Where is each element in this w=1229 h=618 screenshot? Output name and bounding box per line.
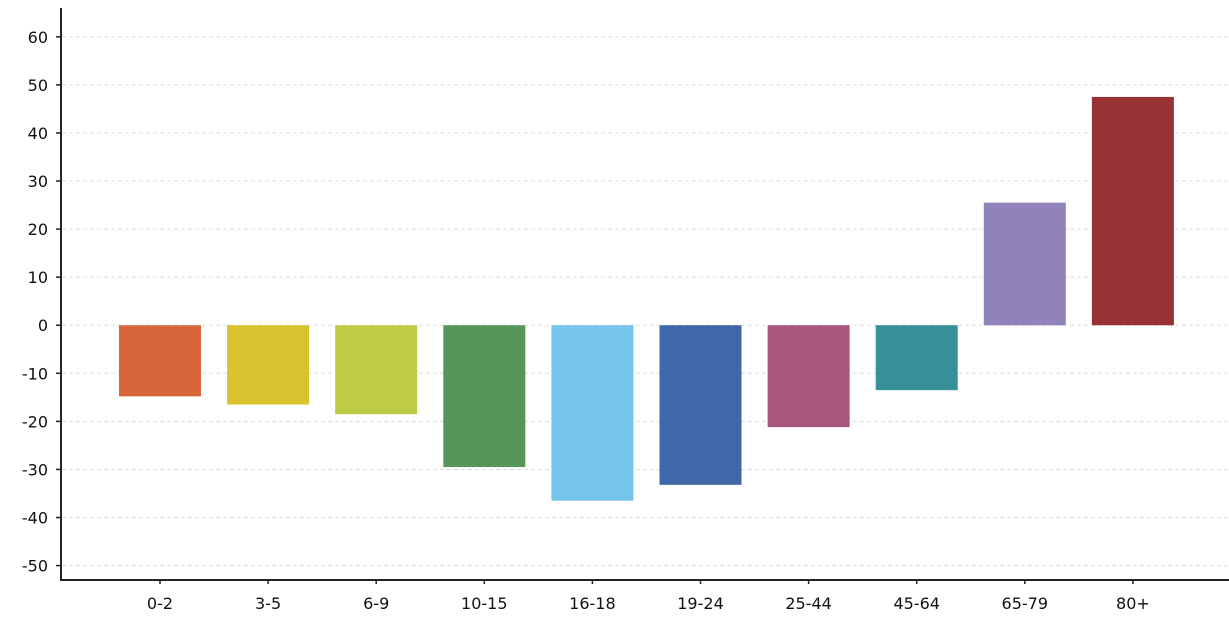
axes [60, 8, 1229, 581]
y-tick-label: -20 [22, 412, 48, 431]
x-tick-label: 65-79 [1002, 594, 1049, 613]
y-tick-label: 20 [28, 220, 48, 239]
bars [119, 96, 1174, 501]
y-tick-label: 40 [28, 124, 48, 143]
y-tick-label: 50 [28, 76, 48, 95]
x-tick-label: 16-18 [569, 594, 616, 613]
bar-19-24 [659, 325, 742, 485]
y-tick-label: 30 [28, 172, 48, 191]
x-tick-label: 6-9 [363, 594, 389, 613]
bar-0-2 [119, 325, 201, 397]
y-tick-label: -50 [22, 557, 48, 576]
x-axis-labels: 0-2 3-5 6-9 10-15 16-18 19-24 25-44 45-64 65-79 8… [147, 580, 1150, 613]
bar-25-44 [767, 325, 850, 428]
y-axis-ticks: 60 50 40 30 20 10 0 -10 -20 -30 -40 -50 [22, 28, 61, 576]
y-tick-label: 0 [38, 316, 48, 335]
y-tick-label: 60 [28, 28, 48, 47]
grid-lines [62, 36, 1229, 567]
bar-45-64 [875, 325, 958, 391]
y-tick-label: -10 [22, 364, 48, 383]
y-tick-label: -40 [22, 509, 48, 528]
y-tick-label: -30 [22, 460, 48, 479]
x-tick-label: 3-5 [255, 594, 281, 613]
x-tick-label: 80+ [1116, 594, 1150, 613]
bar-10-15 [443, 325, 526, 468]
bar-65-79 [983, 202, 1066, 326]
x-tick-label: 25-44 [785, 594, 832, 613]
bar-16-18 [551, 325, 634, 501]
x-tick-label: 19-24 [677, 594, 724, 613]
bar-3-5 [227, 325, 310, 405]
bar-6-9 [335, 325, 418, 415]
bar-80+ [1091, 96, 1174, 326]
x-tick-label: 45-64 [893, 594, 940, 613]
x-tick-label: 10-15 [461, 594, 508, 613]
y-tick-label: 10 [28, 268, 48, 287]
x-tick-label: 0-2 [147, 594, 173, 613]
